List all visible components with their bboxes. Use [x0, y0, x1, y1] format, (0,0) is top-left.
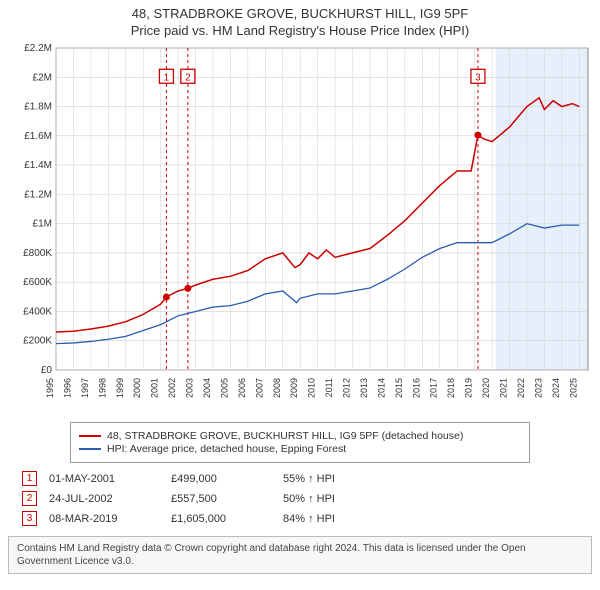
svg-text:3: 3: [475, 72, 481, 83]
svg-text:£200K: £200K: [23, 336, 52, 347]
svg-text:2009: 2009: [289, 378, 299, 398]
svg-text:2022: 2022: [516, 378, 526, 398]
svg-text:2000: 2000: [132, 378, 142, 398]
legend-label: 48, STRADBROKE GROVE, BUCKHURST HILL, IG…: [107, 430, 463, 442]
attribution-footer: Contains HM Land Registry data © Crown c…: [8, 536, 592, 574]
sale-marker-icon: 2: [22, 491, 37, 506]
sales-list: 1 01-MAY-2001 £499,000 55% ↑ HPI 2 24-JU…: [22, 471, 578, 526]
sale-row: 3 08-MAR-2019 £1,605,000 84% ↑ HPI: [22, 511, 578, 526]
svg-text:2021: 2021: [499, 378, 509, 398]
svg-text:1996: 1996: [62, 378, 72, 398]
sale-date: 08-MAR-2019: [49, 513, 159, 525]
svg-text:1: 1: [164, 72, 170, 83]
svg-text:2024: 2024: [551, 378, 561, 398]
legend: 48, STRADBROKE GROVE, BUCKHURST HILL, IG…: [70, 422, 530, 463]
svg-text:2007: 2007: [254, 378, 264, 398]
sale-price: £1,605,000: [171, 513, 271, 525]
sale-marker-icon: 1: [22, 471, 37, 486]
svg-text:2011: 2011: [324, 378, 334, 397]
svg-text:£0: £0: [41, 365, 53, 376]
svg-text:2017: 2017: [429, 378, 439, 398]
legend-row-hpi: HPI: Average price, detached house, Eppi…: [79, 443, 521, 455]
svg-text:1998: 1998: [97, 378, 107, 398]
legend-swatch: [79, 448, 101, 450]
svg-text:£2.2M: £2.2M: [24, 43, 52, 54]
svg-text:2014: 2014: [376, 378, 386, 398]
svg-text:£1.8M: £1.8M: [24, 102, 52, 113]
svg-text:£600K: £600K: [23, 277, 52, 288]
svg-text:2008: 2008: [272, 378, 282, 398]
svg-text:2020: 2020: [481, 378, 491, 398]
sale-hpi: 55% ↑ HPI: [283, 473, 403, 485]
svg-text:£1M: £1M: [33, 219, 52, 230]
sale-marker-icon: 3: [22, 511, 37, 526]
svg-text:£1.2M: £1.2M: [24, 189, 52, 200]
sale-date: 01-MAY-2001: [49, 473, 159, 485]
svg-text:2002: 2002: [167, 378, 177, 398]
price-chart: £0 £200K £400K £600K £800K £1M £1.2M £1.4M £1.6M…: [0, 38, 600, 418]
sale-price: £557,500: [171, 493, 271, 505]
svg-text:2016: 2016: [411, 378, 421, 398]
svg-text:1995: 1995: [45, 378, 55, 398]
svg-text:2012: 2012: [342, 378, 352, 398]
svg-text:2019: 2019: [464, 378, 474, 398]
svg-text:2001: 2001: [150, 378, 160, 398]
svg-text:2006: 2006: [237, 378, 247, 398]
svg-text:1999: 1999: [115, 378, 125, 398]
svg-text:1997: 1997: [80, 378, 90, 398]
svg-text:2015: 2015: [394, 378, 404, 398]
svg-text:2005: 2005: [219, 378, 229, 398]
svg-text:£400K: £400K: [23, 306, 52, 317]
legend-swatch: [79, 435, 101, 437]
page-title: 48, STRADBROKE GROVE, BUCKHURST HILL, IG…: [0, 6, 600, 21]
svg-text:2010: 2010: [307, 378, 317, 398]
sale-row: 1 01-MAY-2001 £499,000 55% ↑ HPI: [22, 471, 578, 486]
sale-price: £499,000: [171, 473, 271, 485]
svg-text:2025: 2025: [568, 378, 578, 398]
svg-text:2013: 2013: [359, 378, 369, 398]
svg-text:2023: 2023: [533, 378, 543, 398]
legend-row-property: 48, STRADBROKE GROVE, BUCKHURST HILL, IG…: [79, 430, 521, 442]
sale-date: 24-JUL-2002: [49, 493, 159, 505]
chart-svg: £0 £200K £400K £600K £800K £1M £1.2M £1.4M £1.6M…: [0, 38, 600, 418]
svg-text:£1.6M: £1.6M: [24, 131, 52, 142]
svg-text:2: 2: [185, 72, 191, 83]
sale-hpi: 84% ↑ HPI: [283, 513, 403, 525]
sale-hpi: 50% ↑ HPI: [283, 493, 403, 505]
svg-text:2004: 2004: [202, 378, 212, 398]
svg-text:£1.4M: £1.4M: [24, 160, 52, 171]
svg-text:£800K: £800K: [23, 248, 52, 259]
sale-row: 2 24-JUL-2002 £557,500 50% ↑ HPI: [22, 491, 578, 506]
legend-label: HPI: Average price, detached house, Eppi…: [107, 443, 346, 455]
svg-text:2018: 2018: [446, 378, 456, 398]
page-subtitle: Price paid vs. HM Land Registry's House …: [0, 23, 600, 38]
svg-text:2003: 2003: [185, 378, 195, 398]
svg-text:£2M: £2M: [33, 72, 52, 83]
